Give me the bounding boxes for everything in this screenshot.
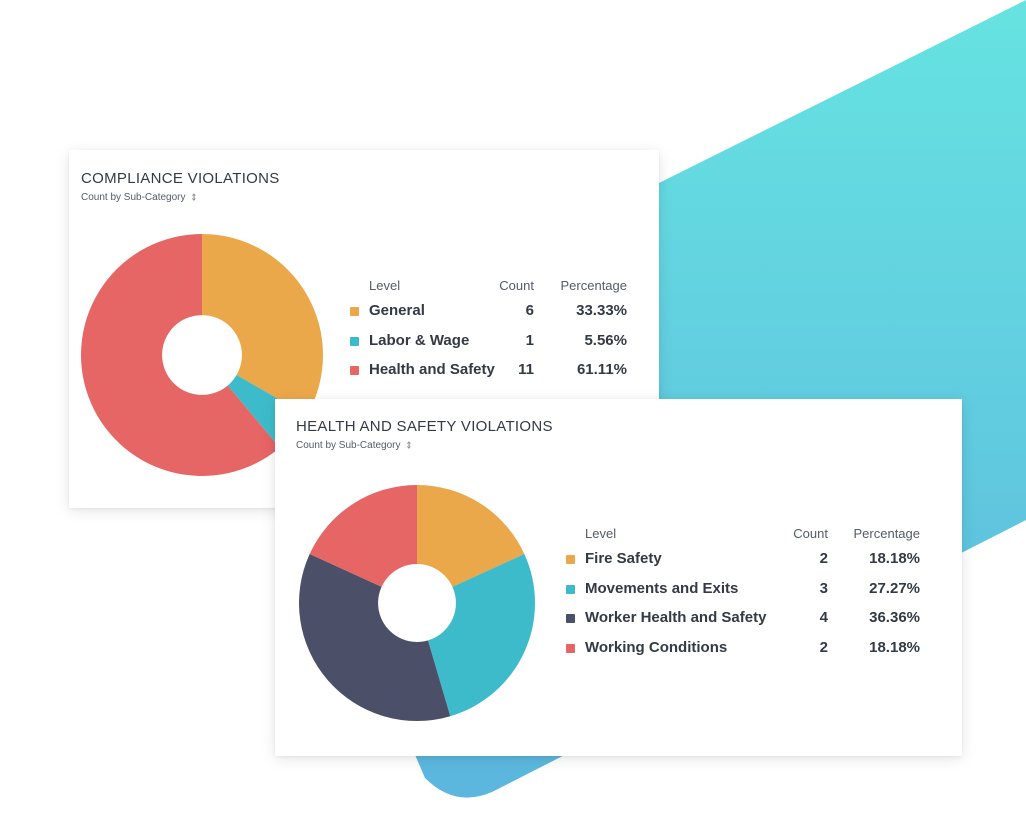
legend-count: 11 (518, 361, 534, 378)
legend-percentage: 61.11% (576, 361, 627, 378)
legend-percentage: 33.33% (576, 302, 627, 319)
legend-percentage: 5.56% (584, 331, 627, 349)
legend-row-labor-and-wage[interactable]: Labor & Wage 1 5.56% (349, 332, 627, 362)
legend-label: General (369, 302, 425, 319)
card-subtitle[interactable]: Count by Sub-Category ⇕ (296, 440, 412, 451)
header-count: Count (793, 526, 828, 541)
legend-swatch (566, 584, 575, 594)
legend-label: Working Conditions (585, 638, 728, 656)
header-count: Count (499, 278, 534, 293)
legend-percentage: 36.36% (869, 609, 920, 626)
donut-chart (81, 234, 323, 476)
donut-hole (378, 564, 456, 642)
legend-row-fire-safety[interactable]: Fire Safety 2 18.18% (565, 550, 920, 580)
legend-count: 6 (525, 302, 534, 319)
legend-count: 2 (819, 550, 828, 567)
legend-percentage: 18.18% (869, 638, 920, 656)
legend-table: Level Count Percentage Fire Safety 2 18.18% Mo… (565, 524, 920, 668)
donut-hole (162, 315, 242, 395)
header-percentage: Percentage (560, 278, 628, 293)
slice-working-conditions[interactable] (309, 485, 417, 603)
header-level: Level (369, 278, 401, 293)
donut-chart (299, 485, 535, 721)
legend-swatch (350, 366, 359, 375)
sort-icon[interactable]: ⇕ (405, 440, 413, 451)
legend-swatch (350, 336, 359, 346)
legend-header-row: Level Count Percentage (565, 524, 920, 550)
header-percentage: Percentage (853, 526, 921, 541)
legend-swatch (566, 614, 575, 623)
slice-fire-safety[interactable] (417, 485, 525, 603)
subtitle-label: Count by Sub-Category (296, 440, 401, 451)
sort-icon[interactable]: ⇕ (190, 192, 198, 203)
legend-count: 2 (819, 638, 828, 656)
legend-label: Fire Safety (585, 550, 662, 567)
legend-header-row: Level Count Percentage (349, 276, 627, 302)
subtitle-label: Count by Sub-Category (81, 192, 186, 203)
legend-table: Level Count Percentage General 6 33.33% Labor … (349, 276, 627, 391)
legend-swatch (350, 307, 359, 316)
legend-percentage: 27.27% (869, 579, 920, 597)
card-subtitle[interactable]: Count by Sub-Category ⇕ (81, 192, 197, 203)
health-safety-violations-card: HEALTH AND SAFETY VIOLATIONS Count by Su… (275, 399, 962, 756)
header-level: Level (585, 526, 617, 541)
legend-label: Health and Safety (369, 361, 495, 378)
legend-row-worker-health-and-safety[interactable]: Worker Health and Safety 4 36.36% (565, 609, 920, 639)
legend-count: 3 (819, 579, 828, 597)
legend-label: Labor & Wage (369, 331, 470, 349)
legend-row-movements-and-exits[interactable]: Movements and Exits 3 27.27% (565, 580, 920, 610)
legend-percentage: 18.18% (869, 550, 920, 567)
legend-swatch (566, 643, 575, 653)
legend-count: 4 (819, 609, 828, 626)
legend-row-general[interactable]: General 6 33.33% (349, 302, 627, 332)
legend-row-health-and-safety[interactable]: Health and Safety 11 61.11% (349, 361, 627, 391)
legend-label: Movements and Exits (585, 579, 739, 597)
card-title: HEALTH AND SAFETY VIOLATIONS (296, 418, 553, 435)
legend-row-working-conditions[interactable]: Working Conditions 2 18.18% (565, 639, 920, 669)
legend-count: 1 (525, 331, 534, 349)
legend-swatch (566, 555, 575, 564)
slice-worker-health-and-safety[interactable] (299, 553, 451, 721)
card-title: COMPLIANCE VIOLATIONS (81, 170, 280, 187)
legend-label: Worker Health and Safety (585, 609, 767, 626)
